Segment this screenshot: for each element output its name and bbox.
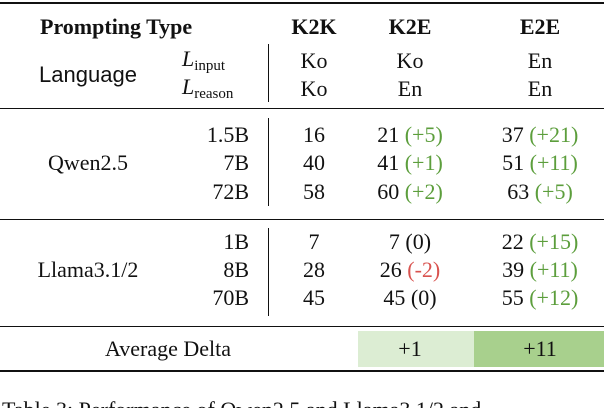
column-header: E2E bbox=[519, 14, 561, 39]
score-cell: 28 bbox=[303, 259, 325, 281]
delta: (+15) bbox=[529, 229, 579, 254]
score-cell: 58 bbox=[303, 181, 325, 203]
score: 28 bbox=[303, 257, 325, 282]
average-cell-bg bbox=[474, 331, 604, 367]
delta: (+21) bbox=[529, 122, 579, 147]
language-value: Ko bbox=[396, 48, 424, 73]
score-cell: 60 (+2) bbox=[377, 181, 443, 203]
score-cell: 16 bbox=[303, 124, 325, 146]
language-symbol: Linput bbox=[182, 48, 225, 74]
model-size: 72B bbox=[212, 179, 249, 204]
column-header: K2K bbox=[291, 14, 337, 39]
average-label: Average Delta bbox=[104, 336, 232, 361]
score: 41 bbox=[377, 150, 400, 175]
score: 7 bbox=[388, 229, 400, 254]
score: 40 bbox=[303, 150, 325, 175]
score-cell: 45 bbox=[303, 287, 325, 309]
model-size: 70B bbox=[212, 285, 249, 310]
score: 39 bbox=[502, 257, 525, 282]
rule bbox=[0, 219, 604, 220]
rule bbox=[0, 326, 604, 327]
score: 45 bbox=[303, 285, 325, 310]
rule bbox=[0, 108, 604, 109]
score-cell: 45 (0) bbox=[383, 287, 436, 309]
divider bbox=[268, 118, 269, 206]
subscript: reason bbox=[194, 86, 234, 102]
score: 7 bbox=[308, 229, 320, 254]
average-cell-bg bbox=[358, 331, 474, 367]
rule bbox=[0, 370, 604, 372]
score-cell: 22 (+15) bbox=[502, 231, 579, 253]
delta: (+5) bbox=[404, 122, 443, 147]
delta: (-2) bbox=[407, 257, 441, 282]
average-value: +1 bbox=[398, 336, 422, 361]
score: 58 bbox=[303, 179, 325, 204]
language-symbol: Lreason bbox=[182, 76, 233, 102]
score: 63 bbox=[507, 179, 530, 204]
score-cell: 55 (+12) bbox=[502, 287, 579, 309]
symbol: L bbox=[182, 46, 195, 71]
delta: (0) bbox=[405, 229, 432, 254]
score: 26 bbox=[379, 257, 402, 282]
language-value: Ko bbox=[300, 76, 328, 101]
model-size: 1B bbox=[223, 229, 249, 254]
delta: (+2) bbox=[404, 179, 443, 204]
score-cell: 37 (+21) bbox=[502, 124, 579, 146]
score-cell: 41 (+1) bbox=[377, 152, 443, 174]
score-cell: 40 bbox=[303, 152, 325, 174]
column-header: K2E bbox=[388, 14, 432, 39]
symbol: L bbox=[182, 74, 195, 99]
score: 60 bbox=[377, 179, 400, 204]
score: 55 bbox=[501, 285, 524, 310]
model-name: Llama3.1/2 bbox=[37, 257, 139, 282]
score-cell: 63 (+5) bbox=[507, 181, 573, 203]
model-name: Qwen2.5 bbox=[47, 150, 129, 175]
model-size: 8B bbox=[223, 257, 249, 282]
average-value: +11 bbox=[523, 336, 557, 361]
score-cell: 7 bbox=[309, 231, 320, 253]
delta: (+11) bbox=[529, 150, 578, 175]
score-cell: 39 (+11) bbox=[502, 259, 578, 281]
model-size: 7B bbox=[223, 150, 249, 175]
score-cell: 21 (+5) bbox=[377, 124, 443, 146]
delta: (+11) bbox=[529, 257, 578, 282]
language-value: En bbox=[527, 76, 553, 101]
score: 16 bbox=[303, 122, 325, 147]
divider bbox=[268, 228, 269, 316]
delta: (+12) bbox=[529, 285, 579, 310]
score: 45 bbox=[383, 285, 406, 310]
score: 51 bbox=[502, 150, 525, 175]
row-label: Language bbox=[39, 62, 137, 87]
language-value: En bbox=[527, 48, 553, 73]
score: 37 bbox=[501, 122, 524, 147]
header: Prompting Type bbox=[40, 14, 193, 39]
delta: (+1) bbox=[404, 150, 443, 175]
subscript: input bbox=[194, 58, 226, 74]
delta: (+5) bbox=[534, 179, 573, 204]
score: 22 bbox=[501, 229, 524, 254]
language-value: Ko bbox=[300, 48, 328, 73]
score-cell: 51 (+11) bbox=[502, 152, 578, 174]
score-cell: 26 (-2) bbox=[380, 259, 440, 281]
divider bbox=[268, 44, 269, 102]
model-size: 1.5B bbox=[206, 122, 249, 147]
caption: Table 3: Performance of Qwen2.5 and Llam… bbox=[2, 399, 481, 408]
score-cell: 7 (0) bbox=[389, 231, 431, 253]
delta: (0) bbox=[410, 285, 437, 310]
rule bbox=[0, 2, 604, 4]
score: 21 bbox=[377, 122, 400, 147]
language-value: En bbox=[397, 76, 423, 101]
